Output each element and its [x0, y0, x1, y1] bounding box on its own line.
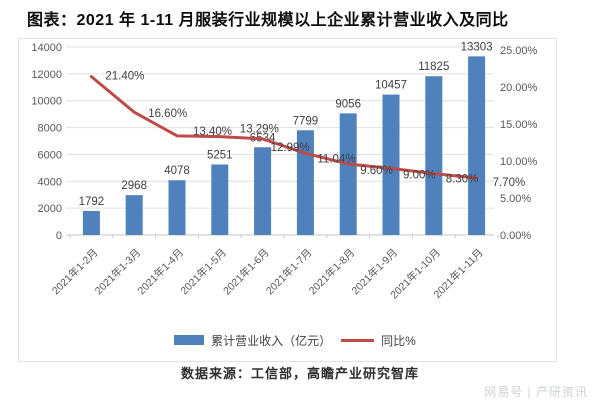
bar-value-label: 9056: [335, 98, 361, 110]
left-axis-tick-label: 14000: [31, 42, 62, 54]
line-value-label: 13.40%: [193, 126, 232, 138]
line-value-label: 16.60%: [148, 108, 187, 120]
bar-value-label: 5251: [207, 149, 233, 161]
bar-value-label: 7799: [293, 115, 319, 127]
legend-line-label: 同比%: [381, 333, 416, 348]
revenue-bar: [254, 147, 272, 235]
line-value-label: 7.70%: [493, 177, 526, 189]
publisher-watermark: 网易号 | 产研资讯: [484, 385, 588, 399]
data-source-note: 数据来源：工信部，高瞻产业研究智库: [180, 366, 419, 381]
legend-item-yoy: 同比%: [341, 332, 416, 349]
legend-item-revenue: 累计营业收入（亿元）: [174, 332, 331, 349]
left-axis-tick-label: 0: [56, 230, 62, 242]
bar-value-label: 4078: [164, 165, 190, 177]
line-value-label: 9.60%: [360, 165, 393, 177]
revenue-bar: [125, 195, 143, 235]
revenue-bar: [339, 113, 357, 235]
revenue-bar: [211, 164, 229, 235]
line-series-swatch-icon: [341, 338, 375, 342]
left-axis-tick-label: 6000: [38, 149, 62, 161]
revenue-bar: [382, 94, 400, 236]
bar-value-label: 2968: [121, 180, 147, 192]
revenue-bar: [296, 130, 314, 235]
bar-value-label: 13303: [461, 41, 493, 53]
revenue-bar: [425, 76, 443, 235]
yoy-line: [89, 75, 479, 180]
chart-title: 图表：2021 年 1-11 月服装行业规模以上企业累计营业收入及同比: [27, 12, 509, 29]
line-value-label: 13.29%: [240, 124, 279, 136]
right-axis-tick-label: 10.00%: [500, 156, 538, 168]
bar-series-swatch-icon: [174, 335, 205, 345]
bar-value-label: 10457: [375, 80, 407, 92]
bar-value-label: 1792: [79, 196, 105, 208]
revenue-bar: [168, 180, 186, 235]
left-axis-tick-label: 8000: [38, 123, 62, 135]
right-axis-tick-label: 20.00%: [500, 82, 538, 94]
left-axis-tick-label: 4000: [38, 176, 62, 188]
legend-bar-label: 累计营业收入（亿元）: [211, 333, 332, 348]
combo-chart: 0 2000 4000 6000 8000 10000 12000 14000 0.00% 5.0…: [31, 41, 538, 301]
line-value-label: 8.30%: [446, 174, 479, 186]
line-value-label: 21.40%: [105, 71, 144, 83]
left-axis-tick-label: 2000: [38, 203, 62, 215]
line-value-label: 9.00%: [403, 169, 436, 181]
right-axis-tick-label: 25.00%: [500, 45, 538, 57]
left-axis-tick-label: 12000: [31, 69, 62, 81]
bar-value-label: 11825: [418, 61, 449, 73]
line-value-label: 11.04%: [317, 153, 355, 165]
right-axis-tick-label: 15.00%: [500, 119, 538, 131]
revenue-bar: [82, 210, 100, 235]
revenue-bar: [468, 56, 486, 236]
right-axis-tick-label: 0.00%: [500, 230, 531, 242]
left-axis-tick-label: 10000: [31, 96, 62, 108]
chart-legend: 累计营业收入（亿元） 同比%: [0, 331, 590, 349]
line-value-label: 12.99%: [271, 142, 310, 154]
right-axis-tick-label: 5.00%: [500, 193, 531, 205]
